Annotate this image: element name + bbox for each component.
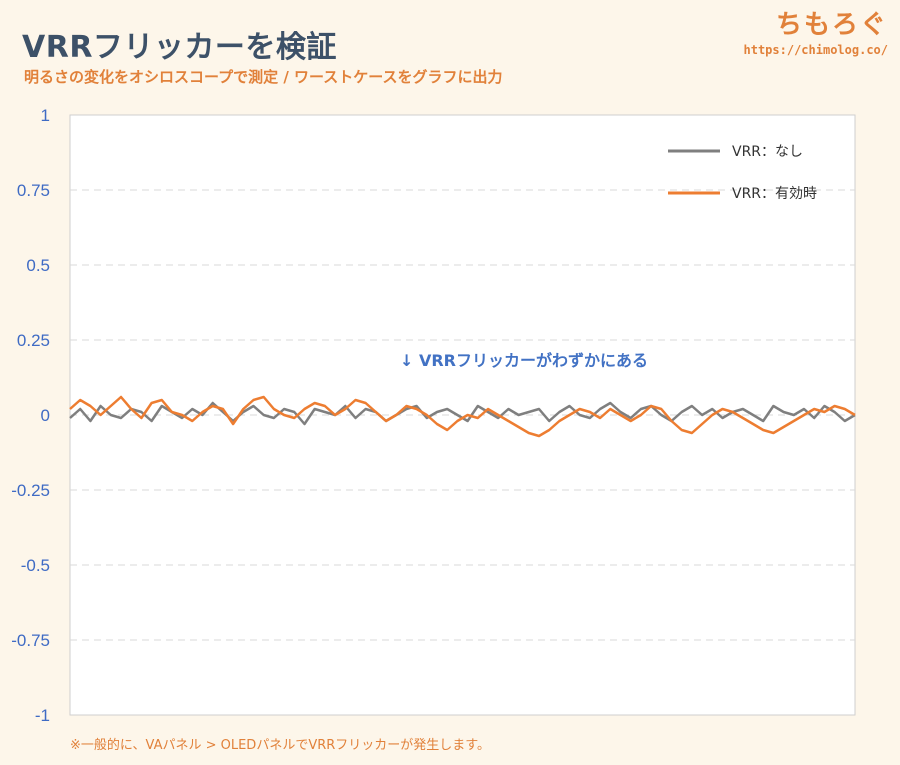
series-lines <box>69 395 856 438</box>
brand-logo: ちもろぐ https://chimolog.co/ <box>744 4 889 57</box>
legend-label-vrr-off: VRR：なし <box>732 144 803 160</box>
brand-url: https://chimolog.co/ <box>743 43 889 57</box>
chart-subtitle: 明るさの変化をオシロスコープで測定 / ワーストケースをグラフに出力 <box>24 68 503 86</box>
y-tick-label: -0.75 <box>11 631 50 650</box>
flicker-annotation: ↓ VRRフリッカーがわずかにある <box>400 351 648 370</box>
y-tick-label: 0.25 <box>17 331 50 350</box>
chart-title: VRRフリッカーを検証 <box>22 30 337 65</box>
brand-name: ちもろぐ <box>775 10 888 40</box>
y-tick-label: 0.5 <box>26 256 50 275</box>
y-tick-label: -0.25 <box>11 481 50 500</box>
y-tick-label: 0.75 <box>17 181 50 200</box>
legend-label-vrr-on: VRR：有効時 <box>732 186 817 202</box>
series-line-vrr-on <box>69 395 856 438</box>
y-tick-label: 0 <box>41 406 50 425</box>
y-tick-label: -0.5 <box>21 556 50 575</box>
y-tick-label: -1 <box>35 706 50 725</box>
gridlines <box>70 189 855 641</box>
y-tick-label: 1 <box>41 106 50 125</box>
footnote: ※一般的に、VAパネル > OLEDパネルでVRRフリッカーが発生します。 <box>70 738 490 753</box>
y-axis: 1 0.75 0.5 0.25 0 -0.25 -0.5 -0.75 -1 <box>11 106 50 725</box>
legend: VRR：なし VRR：有効時 <box>668 144 817 202</box>
